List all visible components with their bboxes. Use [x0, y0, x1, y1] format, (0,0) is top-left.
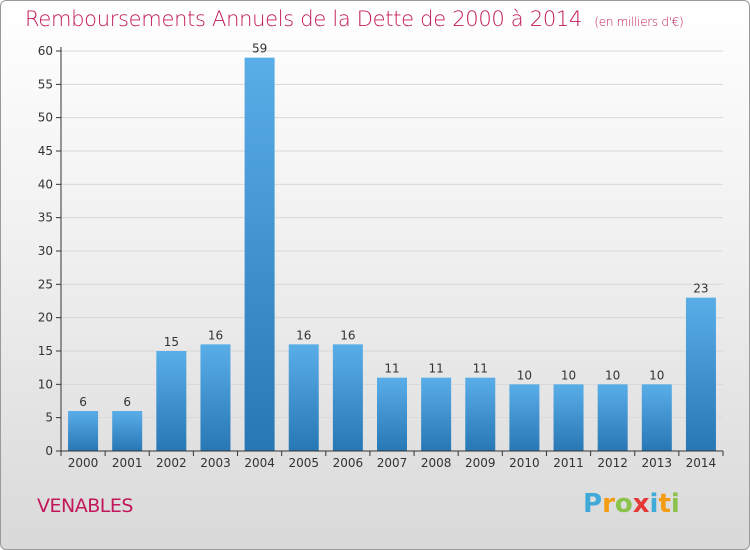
bar-2004	[244, 57, 275, 452]
x-tick-label-2011: 2011	[553, 456, 584, 470]
logo-letter: o	[614, 489, 633, 519]
bar-2006	[332, 344, 363, 451]
logo-letter: P	[583, 489, 603, 519]
data-label-2006: 16	[340, 328, 355, 342]
bars	[68, 57, 716, 452]
x-tick-label-2008: 2008	[421, 456, 452, 470]
bar-2009	[465, 377, 496, 451]
data-label-2011: 10	[561, 368, 576, 382]
bar-2014	[685, 297, 716, 451]
labels: 0 5 10 15 20 25 30 35 40 45 50 55 60 6 2000 6 2001 15 2002…	[38, 42, 716, 470]
chart-title: Remboursements Annuels de la Dette de 20…	[25, 7, 684, 31]
bar-2001	[112, 411, 143, 451]
x-tick-label-2007: 2007	[377, 456, 408, 470]
bar-2003	[200, 344, 231, 451]
logo-letter: t	[658, 489, 671, 519]
y-tick-label: 0	[45, 444, 53, 458]
data-label-2010: 10	[517, 368, 532, 382]
logo-letter: i	[649, 489, 659, 519]
x-tick-label-2014: 2014	[686, 456, 717, 470]
data-label-2012: 10	[605, 368, 620, 382]
y-tick-label: 60	[38, 44, 53, 58]
y-tick-label: 40	[38, 177, 53, 191]
y-tick-label: 30	[38, 244, 53, 258]
data-label-2001: 6	[123, 395, 131, 409]
bar-2008	[421, 377, 452, 451]
bar-2005	[288, 344, 319, 451]
x-tick-label-2010: 2010	[509, 456, 540, 470]
y-tick-label: 20	[38, 311, 53, 325]
x-tick-label-2006: 2006	[333, 456, 364, 470]
x-tick-label-2001: 2001	[112, 456, 143, 470]
logo-letter: x	[632, 489, 650, 519]
x-tick-label-2013: 2013	[642, 456, 673, 470]
y-tick-label: 15	[38, 344, 53, 358]
y-tick-label: 45	[38, 144, 53, 158]
bar-2012	[597, 384, 628, 451]
bar-2013	[641, 384, 672, 451]
x-tick-label-2003: 2003	[200, 456, 231, 470]
bar-2007	[377, 377, 407, 451]
bar-2010	[509, 384, 540, 451]
x-tick-label-2012: 2012	[597, 456, 628, 470]
y-tick-label: 25	[38, 277, 53, 291]
proxiti-logo: Proxiti	[583, 489, 680, 519]
x-tick-label-2009: 2009	[465, 456, 496, 470]
data-label-2007: 11	[384, 362, 399, 376]
data-label-2003: 16	[208, 328, 223, 342]
y-tick-label: 10	[38, 377, 53, 391]
data-label-2002: 15	[164, 335, 179, 349]
x-tick-label-2004: 2004	[244, 456, 275, 470]
x-tick-label-2000: 2000	[68, 456, 99, 470]
y-tick-label: 50	[38, 111, 53, 125]
bar-2011	[553, 384, 584, 451]
data-label-2013: 10	[649, 368, 664, 382]
axes	[56, 47, 724, 456]
title-text: Remboursements Annuels de la Dette de 20…	[25, 7, 582, 31]
x-tick-label-2005: 2005	[288, 456, 319, 470]
y-tick-label: 5	[45, 411, 53, 425]
data-label-2000: 6	[79, 395, 87, 409]
commune-name: VENABLES	[37, 495, 133, 517]
data-label-2009: 11	[473, 362, 488, 376]
logo-letter: i	[670, 489, 680, 519]
y-tick-label: 55	[38, 77, 53, 91]
bar-2002	[156, 351, 187, 451]
data-label-2005: 16	[296, 328, 311, 342]
data-label-2014: 23	[693, 282, 708, 296]
bar-2000	[68, 411, 99, 451]
logo-letter: r	[602, 489, 615, 519]
x-tick-label-2002: 2002	[156, 456, 187, 470]
unit-note: (en milliers d'€)	[594, 15, 684, 29]
y-tick-label: 35	[38, 211, 53, 225]
data-label-2004: 59	[252, 42, 267, 56]
data-label-2008: 11	[428, 362, 443, 376]
